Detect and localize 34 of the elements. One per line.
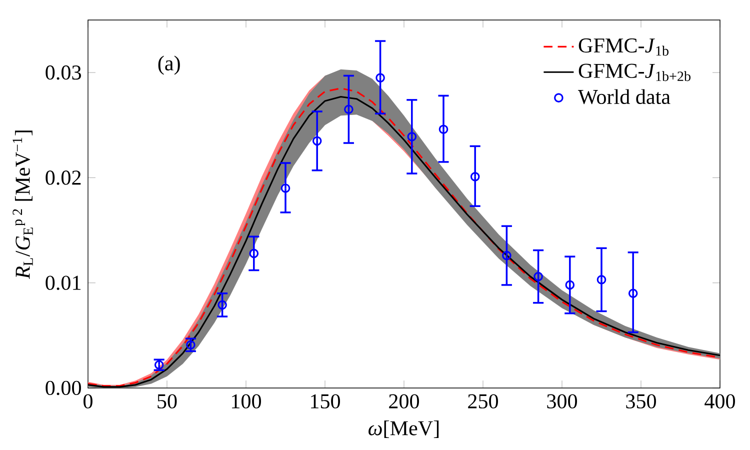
point bbox=[628, 288, 638, 298]
y-tick-label: 0.03 bbox=[46, 65, 81, 80]
annotation: (a) bbox=[158, 56, 180, 75]
y-tick-label: 0.01 bbox=[46, 276, 81, 290]
x-tick-label: 350 bbox=[626, 394, 656, 408]
point bbox=[280, 184, 290, 193]
point bbox=[186, 340, 196, 350]
point bbox=[344, 104, 354, 114]
x-tick-label: 250 bbox=[468, 394, 498, 408]
x-tick-label: 400 bbox=[704, 394, 735, 408]
x-tick-label: 300 bbox=[547, 394, 577, 408]
legend-label: GFMC-J$_{1b}$ bbox=[578, 38, 669, 56]
point bbox=[502, 250, 512, 260]
point bbox=[534, 272, 543, 282]
text: R$_{L}$/G$_{E}$$^{p 2}$ [MeV$^{−1}$] bbox=[12, 130, 33, 280]
point bbox=[565, 280, 575, 290]
x-tick-label: 0 bbox=[84, 394, 92, 408]
legend-label: GFMC-J$_{1b+2b}$ bbox=[578, 64, 690, 82]
point bbox=[249, 248, 259, 258]
point bbox=[218, 300, 227, 310]
point bbox=[312, 136, 322, 146]
y-tick-label: 0.00 bbox=[46, 380, 81, 396]
point bbox=[470, 172, 480, 182]
legend-label: World data bbox=[578, 89, 670, 104]
x-tick-label: 50 bbox=[158, 394, 177, 408]
y-tick-label: 0.02 bbox=[46, 170, 81, 185]
point bbox=[407, 132, 417, 142]
x-axis-title: ω[MeV] bbox=[368, 420, 439, 438]
point bbox=[376, 73, 385, 82]
x-tick-label: 100 bbox=[232, 394, 261, 408]
point bbox=[596, 275, 606, 284]
point bbox=[438, 124, 448, 134]
x-tick-label: 150 bbox=[311, 394, 340, 408]
x-tick-label: 200 bbox=[389, 394, 419, 408]
